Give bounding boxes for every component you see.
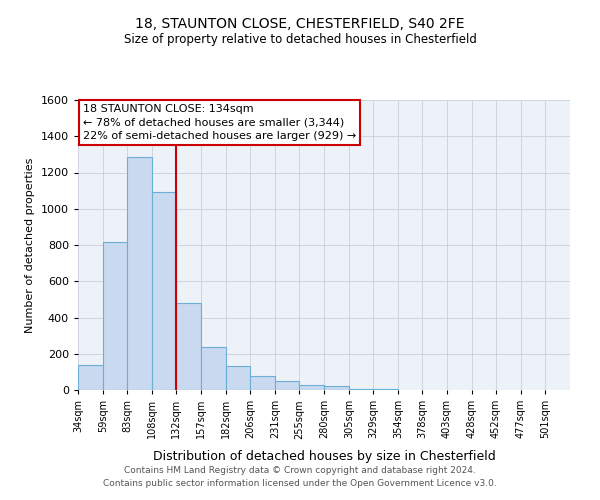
Bar xyxy=(275,381,299,390)
Bar xyxy=(127,157,152,390)
Bar xyxy=(324,386,349,390)
Bar xyxy=(226,366,250,390)
Bar xyxy=(373,389,398,390)
Bar xyxy=(78,364,103,390)
Text: 18 STAUNTON CLOSE: 134sqm
← 78% of detached houses are smaller (3,344)
22% of se: 18 STAUNTON CLOSE: 134sqm ← 78% of detac… xyxy=(83,104,356,141)
Text: Contains HM Land Registry data © Crown copyright and database right 2024.
Contai: Contains HM Land Registry data © Crown c… xyxy=(103,466,497,487)
Bar xyxy=(299,384,324,390)
Bar xyxy=(201,348,226,390)
Bar xyxy=(176,303,201,390)
Bar xyxy=(152,192,176,390)
X-axis label: Distribution of detached houses by size in Chesterfield: Distribution of detached houses by size … xyxy=(152,450,496,462)
Text: Size of property relative to detached houses in Chesterfield: Size of property relative to detached ho… xyxy=(124,32,476,46)
Text: 18, STAUNTON CLOSE, CHESTERFIELD, S40 2FE: 18, STAUNTON CLOSE, CHESTERFIELD, S40 2F… xyxy=(135,18,465,32)
Bar xyxy=(349,389,373,390)
Bar xyxy=(103,242,127,390)
Y-axis label: Number of detached properties: Number of detached properties xyxy=(25,158,35,332)
Bar xyxy=(250,376,275,390)
